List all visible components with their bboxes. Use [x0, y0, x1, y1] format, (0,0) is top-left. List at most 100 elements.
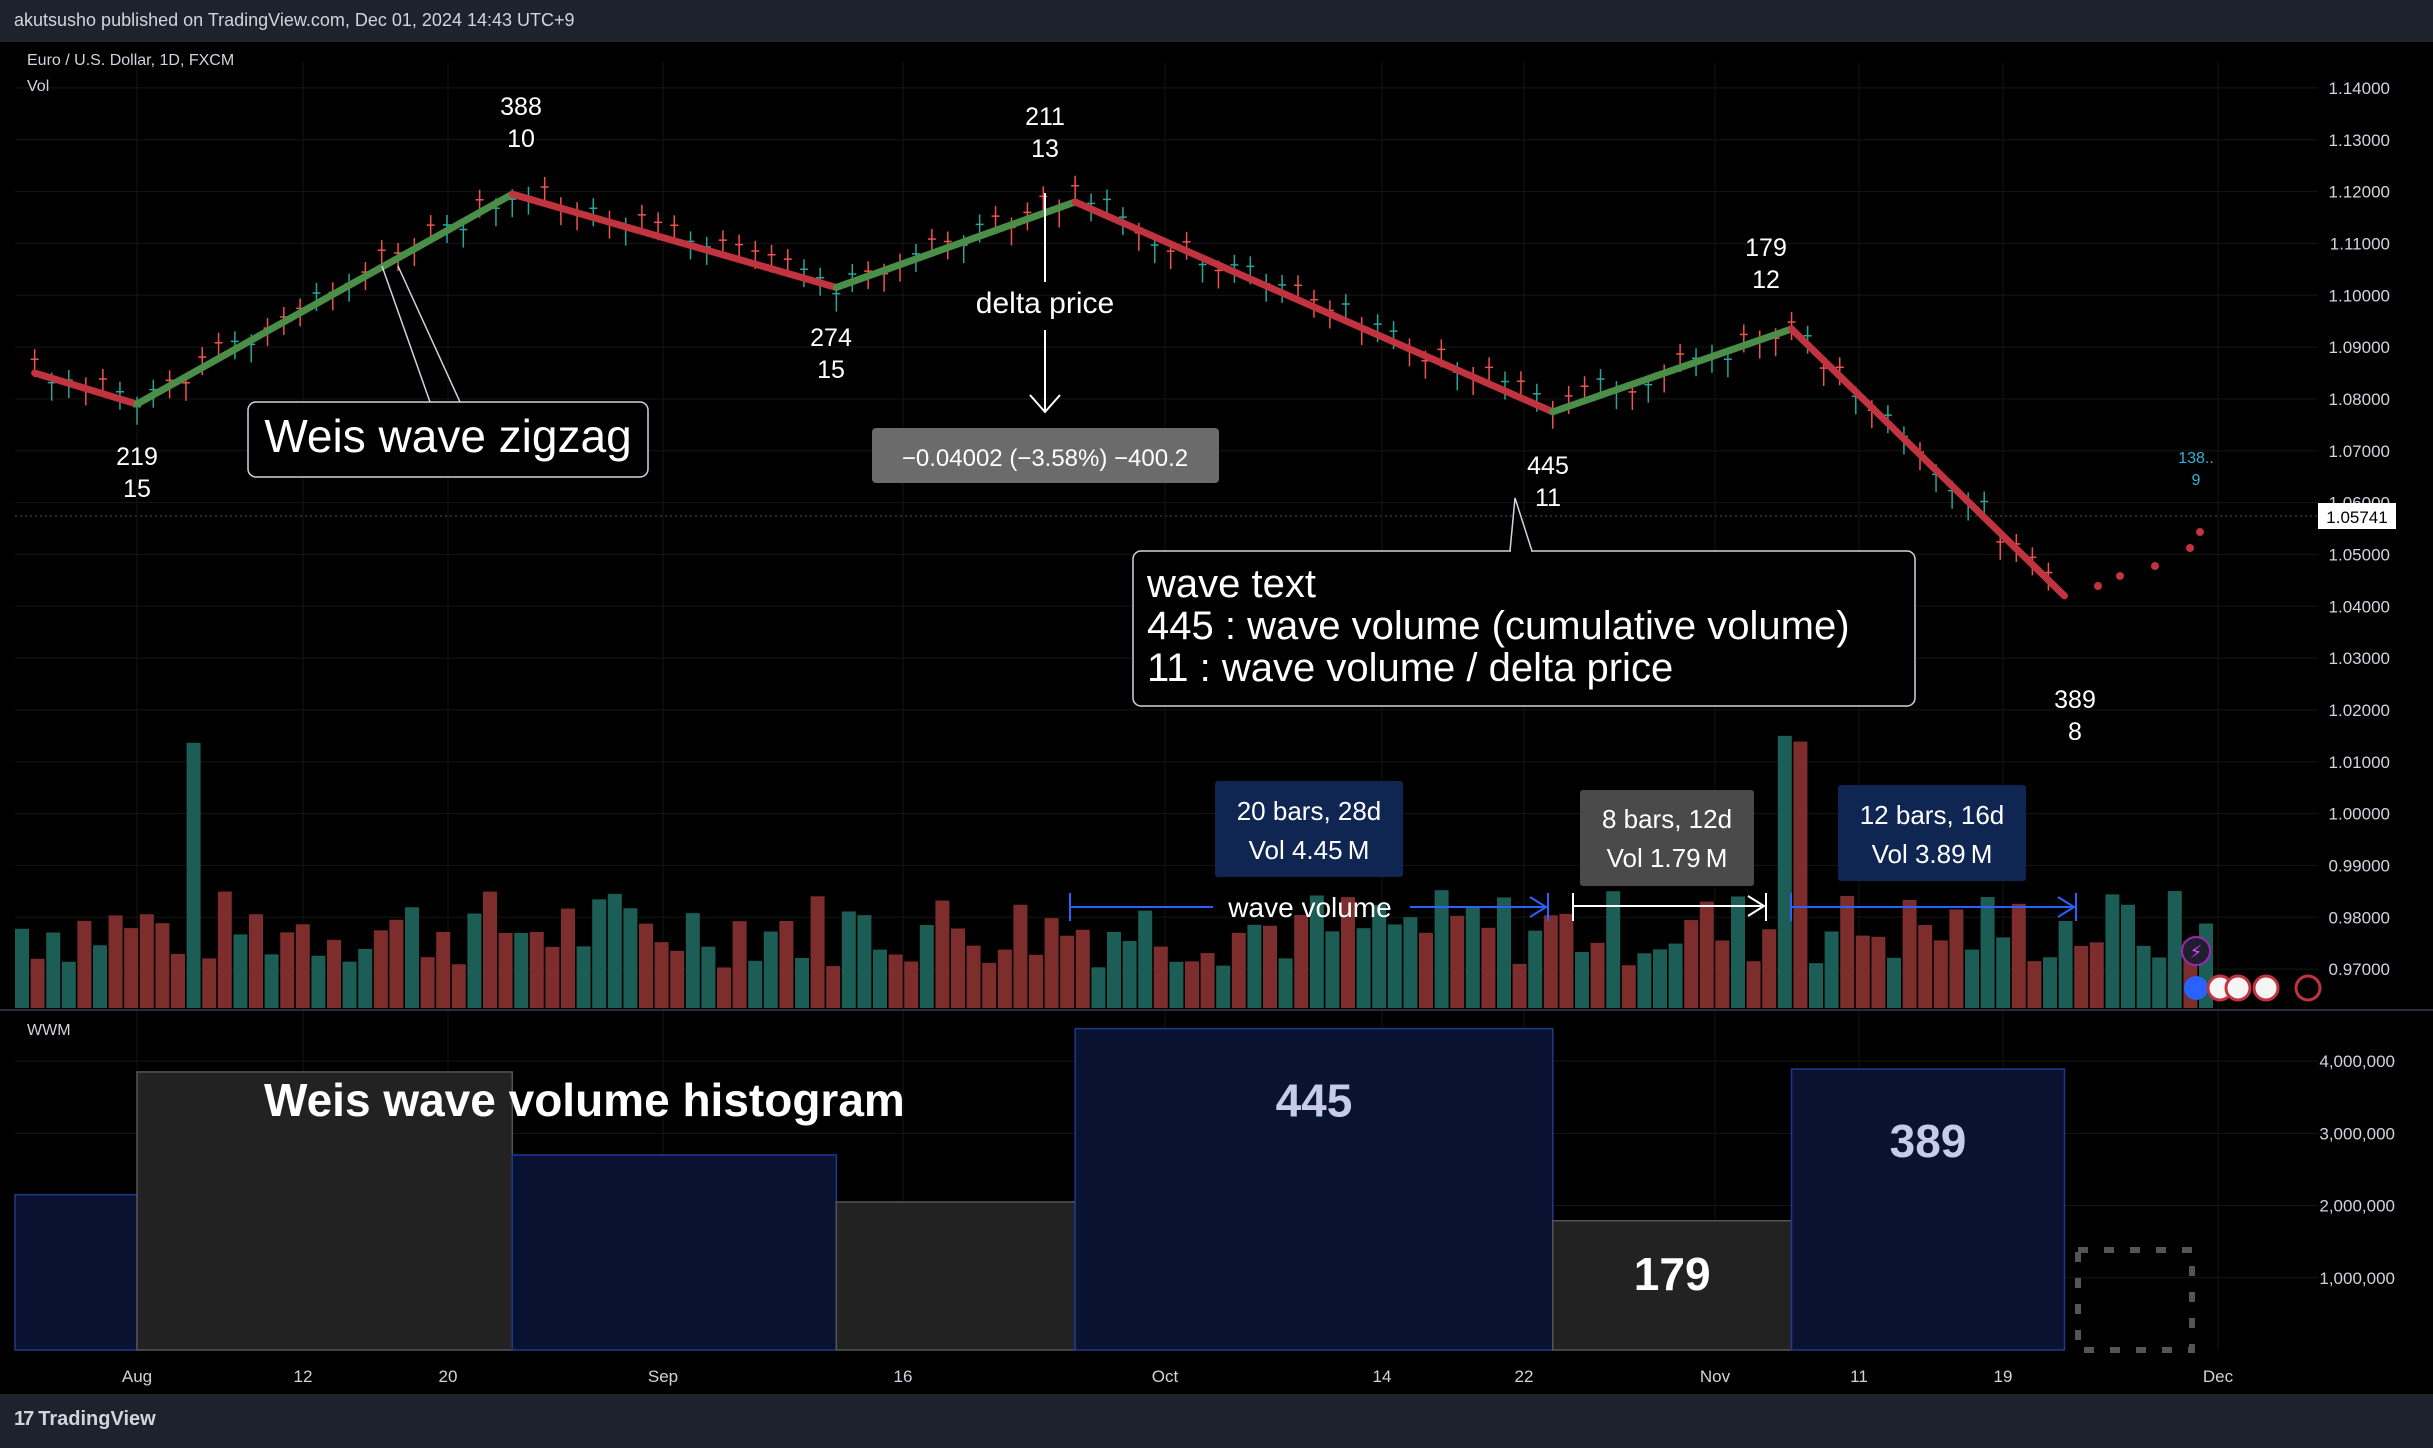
zigzag-segment: [31, 369, 141, 408]
volume-legend[interactable]: Vol: [27, 78, 50, 95]
axes: 1.14000 1.13000 1.12000 1.11000 1.10000 1.090…: [122, 79, 2396, 1386]
volume-bar: [1528, 930, 1543, 1008]
wave-volume-label: 219: [116, 443, 158, 471]
zigzag-current-point: [2116, 572, 2124, 580]
histogram-bar-label: 445: [1276, 1075, 1353, 1127]
wave-volume-label: 138..: [2178, 450, 2214, 467]
histogram-bar-label: 389: [1890, 1115, 1967, 1167]
last-price-badge: [2318, 503, 2396, 530]
wave-ratio-label: 8: [2068, 718, 2082, 746]
us-flag-icon: [2252, 974, 2280, 1002]
price-tick-label: 1.09000: [2329, 338, 2390, 357]
annotations: Weis wave zigzag delta price −0.04002 (−…: [247, 193, 2322, 1353]
volume-bar: [1325, 931, 1340, 1008]
volume-bar: [1044, 918, 1059, 1008]
volume-bar: [607, 893, 622, 1008]
volume-bar: [1107, 931, 1121, 1008]
volume-bar: [1013, 904, 1028, 1008]
wave-ratio-label: 15: [123, 475, 151, 503]
price-tick-label: 1.07000: [2329, 442, 2390, 461]
volume-bar: [1606, 891, 1621, 1008]
volume-bar: [1543, 915, 1558, 1008]
price-tick-label: 1.13000: [2329, 131, 2390, 150]
volume-bar: [1933, 940, 1948, 1008]
volume-bar: [1309, 895, 1324, 1008]
wave-text-pointer: [1509, 497, 1533, 552]
range-1-box: [1215, 781, 1403, 877]
volume-bar: [1029, 954, 1043, 1008]
us-flag-icon: [2294, 974, 2322, 1002]
wave-volume-label: 211: [1025, 103, 1065, 131]
volume-bar: [966, 945, 981, 1008]
volume-bar: [2089, 942, 2104, 1008]
flag-icons[interactable]: [2184, 974, 2322, 1002]
volume-bar: [420, 957, 435, 1008]
volume-bar: [1263, 925, 1277, 1008]
volume-bar: [1341, 897, 1355, 1008]
volume-bar: [1403, 917, 1418, 1008]
volume-bar: [202, 958, 217, 1008]
volume-bar: [763, 931, 778, 1008]
lightning-icon[interactable]: [2181, 936, 2211, 966]
wave-volume-label: wave volume: [1227, 892, 1391, 923]
volume-bar: [1887, 957, 1901, 1008]
volume-bar: [561, 908, 575, 1008]
volume-bar: [93, 945, 107, 1008]
zigzag-segment: [1071, 198, 1557, 416]
range-1-volume: Vol 4.45 M: [1249, 835, 1370, 865]
zigzag-current-point: [2186, 544, 2194, 552]
tradingview-logo[interactable]: 17 TradingView: [14, 1408, 156, 1431]
symbol-legend[interactable]: Euro / U.S. Dollar, 1D, FXCM: [27, 52, 235, 69]
zigzag-callout-box[interactable]: [247, 401, 649, 478]
volume-bar: [1777, 735, 1792, 1008]
wave-volume-label: 274: [810, 324, 852, 352]
range-2-box: [1580, 790, 1754, 886]
volume-bar: [2027, 961, 2042, 1008]
volume-bar: [1668, 943, 1683, 1008]
volume-bars: [15, 735, 2213, 1008]
volume-bar: [233, 934, 248, 1008]
globe-icon: [2184, 976, 2208, 1000]
histogram-bar: [835, 1201, 1076, 1351]
range-1[interactable]: wave volume 20 bars, 28d Vol 4.45 M: [1069, 781, 1549, 923]
volume-bar: [1372, 905, 1387, 1008]
range-3[interactable]: 12 bars, 16d Vol 3.89 M: [1790, 785, 2077, 921]
volume-bar: [436, 931, 451, 1008]
zigzag-segment: [1788, 325, 2068, 600]
volume-bar: [1434, 890, 1449, 1008]
volume-bar: [1621, 965, 1636, 1008]
price-tick-label: 0.98000: [2329, 908, 2390, 927]
price-tick-label: 1.04000: [2329, 597, 2390, 616]
volume-bar: [2136, 945, 2151, 1008]
published-info: akutsusho published on TradingView.com, …: [14, 10, 575, 30]
volume-tick-label: 4,000,000: [2319, 1052, 2395, 1071]
volume-bar: [1855, 935, 1870, 1008]
volume-bar: [108, 915, 123, 1008]
volume-bar: [857, 915, 872, 1008]
volume-bar: [30, 958, 45, 1008]
volume-bar: [1497, 897, 1511, 1008]
range-1-arrow: [1529, 896, 1548, 918]
volume-bar: [2074, 945, 2089, 1008]
range-2[interactable]: 8 bars, 12d Vol 1.79 M: [1572, 790, 1767, 921]
volume-bar: [2121, 904, 2135, 1008]
price-tick-label: 1.02000: [2329, 701, 2390, 720]
volume-bar: [2152, 957, 2167, 1008]
volume-bar: [61, 961, 76, 1008]
histogram-bar: [511, 1154, 838, 1351]
wave-volume-label: 389: [2054, 686, 2096, 714]
volume-bar: [280, 932, 295, 1008]
volume-bar: [1949, 909, 1964, 1008]
weis-wave-zigzag: 219 15 388 10 274 15 211 13 445 11 179 12 389 8 138.. 9: [31, 93, 2214, 746]
delta-price-box[interactable]: [872, 428, 1219, 483]
volume-bar: [1138, 910, 1153, 1008]
time-tick-label: 12: [294, 1367, 313, 1386]
volume-bar: [249, 914, 263, 1008]
loading-placeholder: [2075, 1247, 2195, 1353]
volume-bar: [826, 966, 841, 1008]
volume-bar: [2167, 891, 2182, 1008]
volume-bar: [342, 961, 357, 1008]
volume-bar: [841, 911, 856, 1008]
wwm-legend[interactable]: WWM: [27, 1022, 71, 1039]
